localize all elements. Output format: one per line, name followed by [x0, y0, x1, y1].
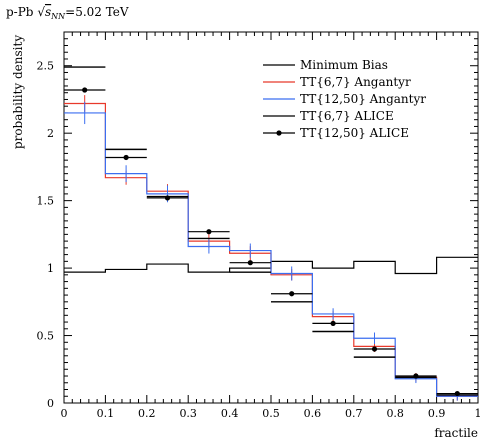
series-tt-12-50-alice	[64, 87, 478, 397]
data-point-5	[247, 260, 253, 266]
y-tick-label: 0.5	[37, 330, 55, 343]
legend-marker	[276, 130, 282, 136]
series-tt-12-50-angantyr	[64, 101, 478, 401]
data-point-10	[454, 390, 460, 397]
x-tick-label: 0.1	[97, 407, 115, 420]
data-point-4	[206, 229, 212, 235]
data-point-3	[164, 195, 171, 201]
x-tick-label: 0.7	[345, 407, 363, 420]
data-point-8	[371, 346, 378, 352]
y-tick-label: 1.5	[37, 195, 55, 208]
x-tick-label: 0.2	[138, 407, 156, 420]
data-point-7	[330, 320, 336, 327]
series-line-tt-6-7-angantyr	[64, 102, 478, 397]
y-tick-label: 2.5	[37, 60, 55, 73]
series-line-tt-12-50-angantyr	[64, 112, 478, 397]
data-point-6	[289, 291, 295, 297]
x-tick-label: 1	[475, 407, 481, 420]
x-tick-label: 0.9	[428, 407, 446, 420]
plot-area-frame	[63, 31, 479, 404]
series-layer	[64, 66, 478, 401]
x-tick-label: 0.4	[221, 407, 239, 420]
x-tick-label: 0.5	[262, 407, 280, 420]
legend-item-tt-12-50-angantyr: TT{12,50} Angantyr	[263, 92, 426, 106]
x-tick-label: 0.6	[304, 407, 322, 420]
data-point-1	[82, 87, 88, 93]
legend-item-tt-6-7-angantyr: TT{6,7} Angantyr	[263, 75, 411, 89]
x-tick-label: 0.8	[386, 407, 404, 420]
y-tick-label: 2	[47, 127, 54, 140]
data-point-9	[413, 373, 419, 379]
series-tt-6-7-angantyr	[64, 95, 478, 401]
legend-label: TT{12,50} Angantyr	[300, 92, 426, 106]
legend-label: TT{6,7} Angantyr	[300, 75, 411, 89]
legend-item-tt-12-50-alice: TT{12,50} ALICE	[263, 126, 409, 140]
y-tick-label: 0	[47, 397, 54, 410]
y-axis-label: probability density	[11, 35, 25, 149]
x-tick-label: 0.3	[179, 407, 197, 420]
data-point-2	[123, 154, 129, 161]
legend-label: Minimum Bias	[300, 58, 388, 72]
legend-label: TT{6,7} ALICE	[300, 109, 394, 123]
legend-item-tt-6-7-alice: TT{6,7} ALICE	[263, 109, 394, 123]
legend-label: TT{12,50} ALICE	[300, 126, 409, 140]
chart-title: p-Pb √sNN=5.02 TeV	[6, 5, 129, 21]
x-tick-label: 0	[61, 407, 68, 420]
legend: Minimum Bias TT{6,7} Angantyr TT{12,50} An…	[263, 58, 426, 140]
x-axis-label: fractile	[434, 426, 478, 438]
legend-item-minimum-bias: Minimum Bias	[263, 58, 388, 72]
y-tick-label: 1	[47, 262, 54, 275]
axis-ticks: 0 0.1 0.2 0.3 0.4 0.5 0.6 0.7 0.8 0.9 1 0 0.5 1 1.5 2 2.…	[37, 31, 481, 420]
